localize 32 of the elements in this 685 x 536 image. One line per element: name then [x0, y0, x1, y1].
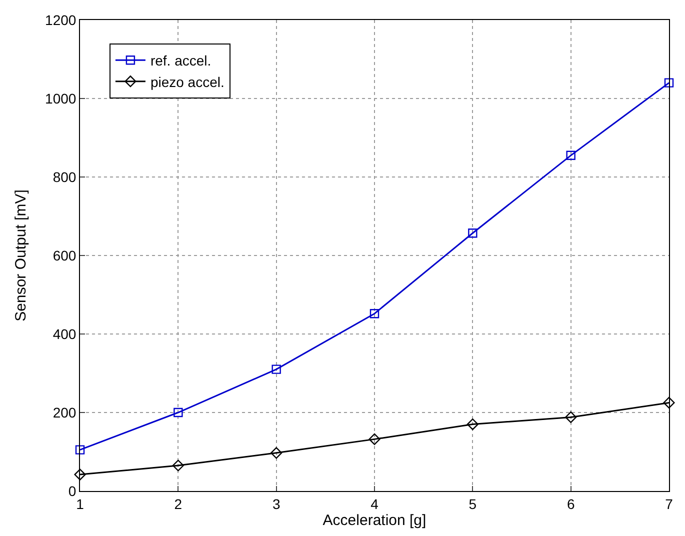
point: [664, 78, 674, 88]
point: [174, 408, 183, 418]
y-axis-title: Sensor Output [mV]: [12, 190, 30, 322]
point: [270, 447, 282, 459]
point: [272, 364, 281, 374]
point: [663, 396, 675, 408]
point: [75, 445, 85, 454]
x-tick-label: 1: [76, 496, 84, 512]
point: [74, 468, 86, 480]
y-tick-label: 0: [68, 482, 76, 499]
y-tick-label: 200: [52, 404, 76, 420]
point: [368, 433, 380, 445]
x-tick-label: 7: [665, 496, 674, 512]
y-tick-label: 400: [52, 326, 76, 342]
point: [172, 460, 184, 472]
legend-label: ref. accel.: [150, 52, 212, 69]
legend-label: piezo accel.: [150, 74, 224, 90]
x-tick-label: 2: [174, 496, 182, 512]
y-tick-label: 1200: [45, 12, 76, 28]
x-axis-title: Acceleration [g]: [322, 512, 426, 529]
y-tick-label: 1000: [45, 90, 76, 106]
point: [466, 418, 478, 430]
point: [566, 150, 576, 160]
point: [468, 228, 478, 238]
x-tick-label: 4: [370, 496, 379, 512]
x-tick-label: 3: [272, 496, 280, 512]
y-tick-label: 600: [52, 247, 76, 264]
point: [370, 308, 380, 318]
x-tick-label: 6: [566, 496, 575, 512]
y-tick-label: 800: [52, 168, 76, 185]
point: [565, 411, 577, 424]
x-tick-label: 5: [468, 496, 477, 512]
